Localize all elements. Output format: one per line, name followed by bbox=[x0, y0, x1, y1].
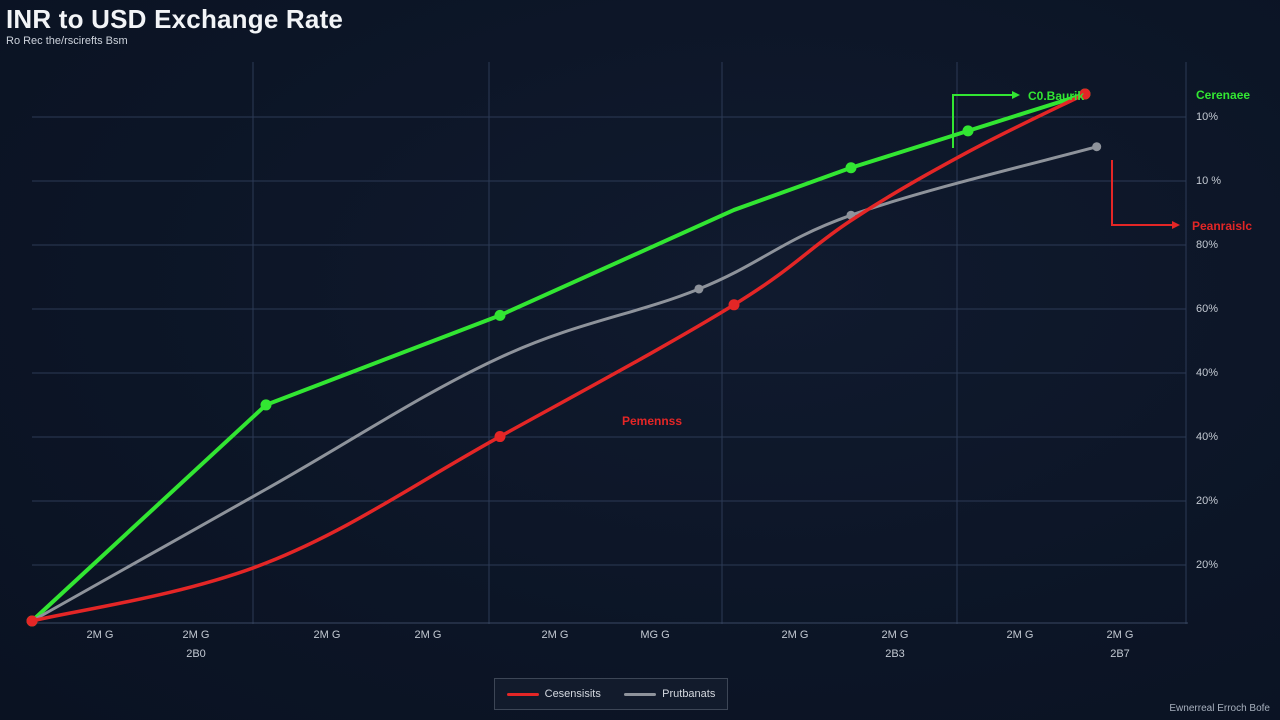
data-point-green-5 bbox=[962, 125, 974, 137]
series-line-gray bbox=[30, 145, 1099, 623]
legend-item-gray: Prutbanats bbox=[624, 688, 715, 700]
y-tick-label-5: 80% bbox=[1196, 239, 1218, 251]
data-point-red-0 bbox=[26, 615, 38, 627]
x-tick-sublabel-7: 2B3 bbox=[885, 648, 905, 660]
series-line-red bbox=[30, 92, 1087, 623]
x-tick-label-7: 2M G bbox=[882, 629, 909, 641]
data-point-green-4 bbox=[845, 162, 857, 174]
y-tick-label-1: 20% bbox=[1196, 495, 1218, 507]
annotation-label-1: Cerenaee bbox=[1196, 88, 1250, 102]
y-tick-label-0: 20% bbox=[1196, 559, 1218, 571]
annotation-label-0: C0.Baurik bbox=[1028, 89, 1084, 103]
annotation-label-3: Peanraislc bbox=[1192, 219, 1252, 233]
x-tick-label-3: 2M G bbox=[415, 629, 442, 641]
data-point-red-2 bbox=[494, 431, 506, 443]
x-tick-label-9: 2M G bbox=[1107, 629, 1134, 641]
chart-title: INR to USD Exchange Rate bbox=[6, 4, 344, 34]
data-point-red-3 bbox=[728, 299, 740, 311]
callout-arrow-red bbox=[1172, 221, 1180, 229]
legend-item-red: Cesensisits bbox=[506, 688, 601, 700]
data-point-green-2 bbox=[494, 309, 506, 321]
data-point-green-1 bbox=[260, 399, 272, 411]
x-tick-label-4: 2M G bbox=[542, 629, 569, 641]
y-tick-label-2: 40% bbox=[1196, 431, 1218, 443]
callout-arrow-green bbox=[1012, 91, 1020, 99]
data-point-red-6 bbox=[1079, 88, 1091, 100]
callout-line-green bbox=[952, 94, 1012, 148]
x-tick-sublabel-1: 2B0 bbox=[186, 648, 206, 660]
y-tick-label-3: 40% bbox=[1196, 367, 1218, 379]
y-tick-label-4: 60% bbox=[1196, 303, 1218, 315]
chart-legend: Cesensisits Prutbanats bbox=[494, 678, 728, 710]
annotation-label-2: Pemennss bbox=[622, 414, 682, 428]
x-tick-label-6: 2M G bbox=[782, 629, 809, 641]
x-tick-label-0: 2M G bbox=[87, 629, 114, 641]
chart-subtitle: Ro Rec the/rscirefts Bsm bbox=[6, 35, 128, 47]
legend-swatch-gray bbox=[624, 692, 657, 696]
y-tick-label-6: 10 % bbox=[1196, 175, 1221, 187]
x-tick-sublabel-9: 2B7 bbox=[1110, 648, 1130, 660]
chart-footer: Ewnerreal Erroch Bofe bbox=[1169, 703, 1270, 714]
legend-label-red: Cesensisits bbox=[544, 688, 601, 700]
x-tick-label-5: MG G bbox=[640, 629, 669, 641]
data-point-gray-5 bbox=[1092, 142, 1102, 152]
x-tick-label-8: 2M G bbox=[1007, 629, 1034, 641]
x-tick-label-2: 2M G bbox=[314, 629, 341, 641]
x-tick-label-1: 2M G bbox=[183, 629, 210, 641]
legend-label-gray: Prutbanats bbox=[662, 688, 716, 700]
callout-line-red bbox=[1111, 160, 1172, 226]
data-point-gray-3 bbox=[694, 284, 704, 294]
y-tick-label-7: 10% bbox=[1196, 111, 1218, 123]
legend-swatch-red bbox=[506, 692, 539, 696]
